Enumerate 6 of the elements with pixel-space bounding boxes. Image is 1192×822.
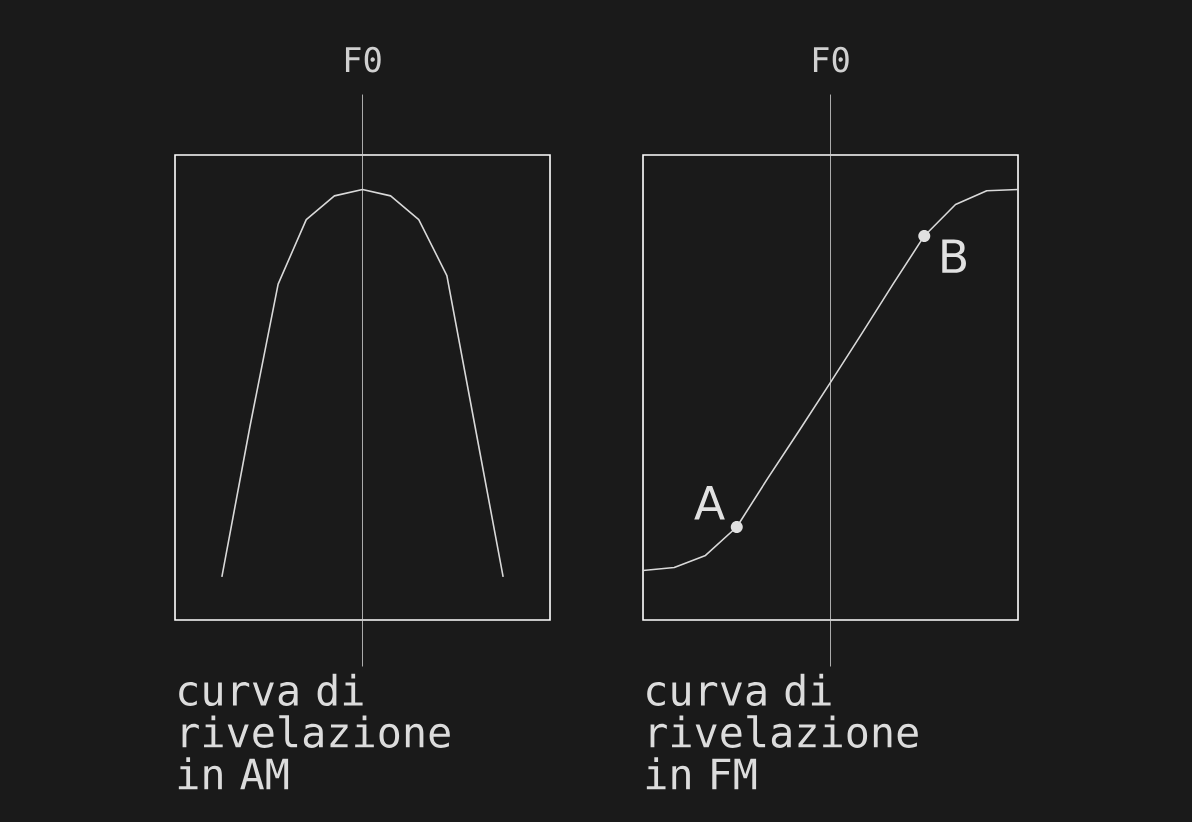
text: curva di rivelazione in AM xyxy=(178,673,450,790)
annotation: A xyxy=(694,486,725,520)
text: curva di rivelazione in FM xyxy=(646,673,918,790)
text: F0 xyxy=(345,46,381,73)
text: F0 xyxy=(813,46,849,73)
annotation: B xyxy=(942,239,966,273)
